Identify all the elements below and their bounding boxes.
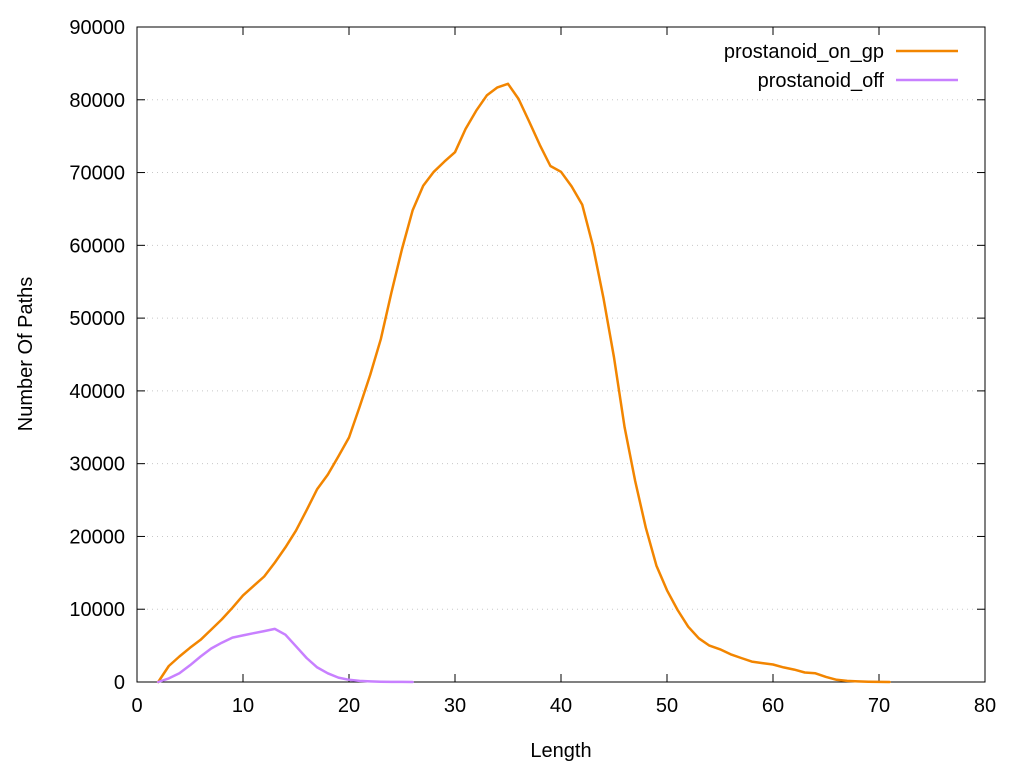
y-axis-title: Number Of Paths [15,277,37,432]
x-tick-label: 40 [550,695,572,717]
y-tick-label: 80000 [69,90,125,112]
gridlines [137,99,985,610]
x-tick-label: 30 [444,695,466,717]
x-axis-title: Length [530,740,591,762]
axis-ticks: 0 10000 20000 30000 40000 50000 60000 70000 8000… [69,17,996,717]
series-lines [156,82,891,684]
x-tick-label: 70 [868,695,890,717]
x-tick-label: 0 [131,695,142,717]
y-tick-label: 0 [114,672,125,694]
legend: prostanoid_on_gp prostanoid_off [724,41,958,92]
y-tick-label: 10000 [69,599,125,621]
x-tick-label: 10 [232,695,254,717]
legend-label: prostanoid_off [758,70,885,92]
x-tick-label: 60 [762,695,784,717]
legend-label: prostanoid_on_gp [724,41,884,63]
y-tick-label: 90000 [69,17,125,39]
y-tick-label: 20000 [69,526,125,548]
y-tick-label: 40000 [69,381,125,403]
x-tick-label: 80 [974,695,996,717]
series-line-prostanoid-off [156,627,414,684]
x-tick-label: 50 [656,695,678,717]
plot-frame [136,26,986,683]
x-tick-label: 20 [338,695,360,717]
series-line-prostanoid-on-gp [156,82,891,684]
y-tick-label: 70000 [69,163,125,185]
y-tick-label: 60000 [69,235,125,257]
y-tick-label: 50000 [69,308,125,330]
y-tick-label: 30000 [69,454,125,476]
